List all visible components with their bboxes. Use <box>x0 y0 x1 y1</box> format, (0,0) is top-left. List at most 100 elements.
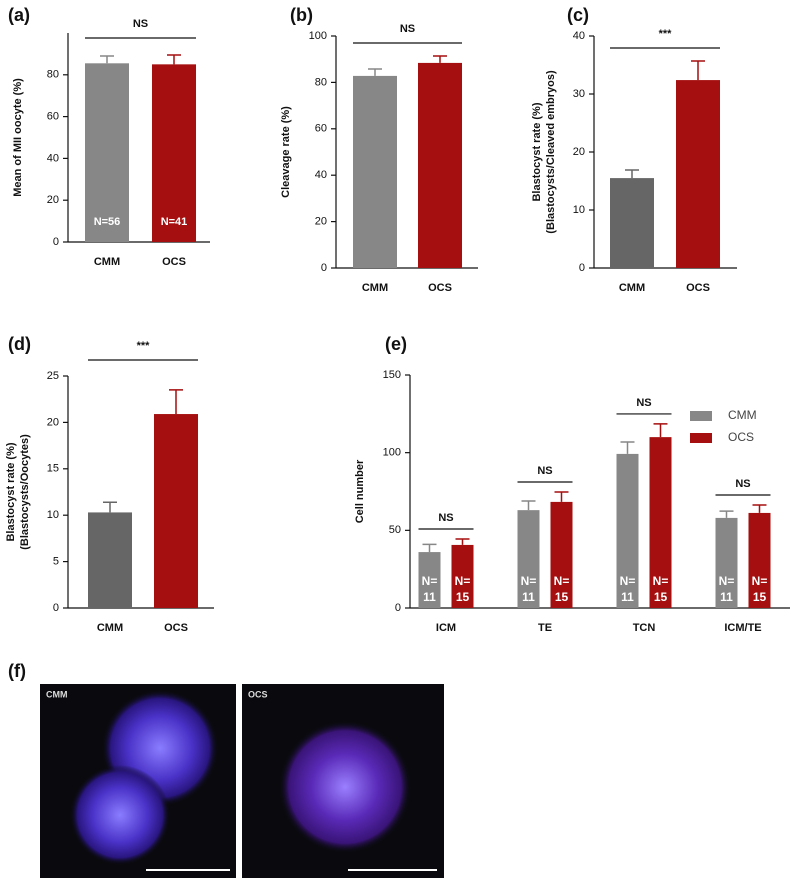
y-tick-label: 60 <box>315 123 327 135</box>
error-bar <box>422 543 437 553</box>
image-panel: (f) CMM OCS <box>8 661 444 878</box>
bar <box>85 63 129 243</box>
bar-annotation: N=56 <box>94 216 121 228</box>
bar-annotation: N= <box>752 574 768 588</box>
bar-annotation: N= <box>620 574 636 588</box>
y-tick-label: 150 <box>383 369 401 381</box>
panel-label: (b) <box>290 5 313 25</box>
y-tick-label: 5 <box>53 556 59 568</box>
error-bar <box>691 60 705 81</box>
error-bar <box>368 68 382 76</box>
error-bar <box>433 55 447 63</box>
legend-swatch <box>690 433 712 443</box>
bar-annotation: N=41 <box>161 216 188 228</box>
bar <box>748 512 771 608</box>
significance-label: *** <box>137 340 151 352</box>
error-bar <box>169 389 183 415</box>
error-bar <box>625 169 639 179</box>
bar-annotation: 11 <box>522 590 535 604</box>
bar-annotation: N= <box>521 574 537 588</box>
panel-label: (a) <box>8 5 30 25</box>
bar <box>418 62 462 268</box>
y-axis-label: (Blastocysts/Cleaved embryos) <box>545 70 557 234</box>
x-tick-label: OCS <box>686 282 710 294</box>
y-tick-label: 50 <box>389 524 401 536</box>
x-tick-label: CMM <box>619 282 645 294</box>
significance-label: NS <box>400 23 415 35</box>
bar-annotation: 15 <box>654 590 668 604</box>
bar <box>152 64 196 242</box>
image-label: OCS <box>248 689 268 699</box>
x-tick-label: ICM/TE <box>724 622 761 634</box>
x-tick-label: OCS <box>164 622 188 634</box>
panel-label: (d) <box>8 334 31 354</box>
bar <box>550 501 573 608</box>
x-tick-label: OCS <box>162 256 186 268</box>
y-tick-label: 20 <box>573 146 585 158</box>
bar <box>715 517 738 608</box>
bar <box>451 544 474 608</box>
y-tick-label: 20 <box>315 216 327 228</box>
bar <box>418 552 441 608</box>
x-tick-label: CMM <box>94 256 120 268</box>
y-tick-label: 0 <box>395 602 401 614</box>
bar-annotation: N= <box>455 574 471 588</box>
y-tick-label: 0 <box>321 262 327 274</box>
y-axis-label: Cleavage rate (%) <box>280 106 292 198</box>
panel-label: (c) <box>567 5 589 25</box>
bar <box>616 453 639 608</box>
bar <box>517 510 540 608</box>
y-tick-label: 80 <box>315 76 327 88</box>
y-tick-label: 0 <box>53 602 59 614</box>
bar-annotation: 11 <box>720 590 733 604</box>
y-tick-label: 80 <box>47 69 59 81</box>
y-tick-label: 40 <box>315 169 327 181</box>
legend-label: OCS <box>728 430 754 444</box>
bar-annotation: 11 <box>423 590 436 604</box>
error-bar <box>100 55 114 64</box>
x-tick-label: CMM <box>97 622 123 634</box>
y-axis-label: Blastocyst rate (%) <box>5 442 17 541</box>
significance-label: NS <box>636 397 651 409</box>
y-tick-label: 40 <box>573 30 585 42</box>
error-bar <box>719 510 734 518</box>
significance-label: *** <box>659 28 673 40</box>
significance-label: NS <box>735 478 750 490</box>
y-tick-label: 20 <box>47 194 59 206</box>
x-tick-label: TE <box>538 622 552 634</box>
bar <box>353 75 397 269</box>
bar <box>88 512 132 608</box>
y-tick-label: 10 <box>47 509 59 521</box>
y-tick-label: 20 <box>47 416 59 428</box>
y-axis-label: (Blastocysts/Oocytes) <box>19 434 31 550</box>
y-tick-label: 0 <box>579 262 585 274</box>
bar <box>676 80 720 268</box>
panel-label: (f) <box>8 661 26 681</box>
error-bar <box>752 504 767 513</box>
y-tick-label: 40 <box>47 152 59 164</box>
bar-annotation: N= <box>554 574 570 588</box>
embryo <box>70 765 170 865</box>
y-tick-label: 100 <box>309 30 327 42</box>
y-tick-label: 30 <box>573 88 585 100</box>
significance-label: NS <box>133 18 148 30</box>
bar-annotation: 15 <box>456 590 470 604</box>
bar <box>649 437 672 608</box>
y-tick-label: 10 <box>573 204 585 216</box>
bar-annotation: 15 <box>753 590 767 604</box>
significance-label: NS <box>438 512 453 524</box>
bar-annotation: N= <box>422 574 438 588</box>
error-bar <box>554 491 569 502</box>
image-label: CMM <box>46 689 68 699</box>
error-bar <box>167 54 181 65</box>
x-tick-label: OCS <box>428 282 452 294</box>
y-axis-label: Mean of MII oocyte (%) <box>12 78 24 197</box>
x-tick-label: CMM <box>362 282 388 294</box>
y-tick-label: 0 <box>53 236 59 248</box>
error-bar <box>521 500 536 511</box>
y-tick-label: 15 <box>47 463 59 475</box>
bar-annotation: 15 <box>555 590 569 604</box>
error-bar <box>455 538 470 545</box>
y-axis-label: Cell number <box>354 459 366 523</box>
embryo <box>279 721 411 853</box>
